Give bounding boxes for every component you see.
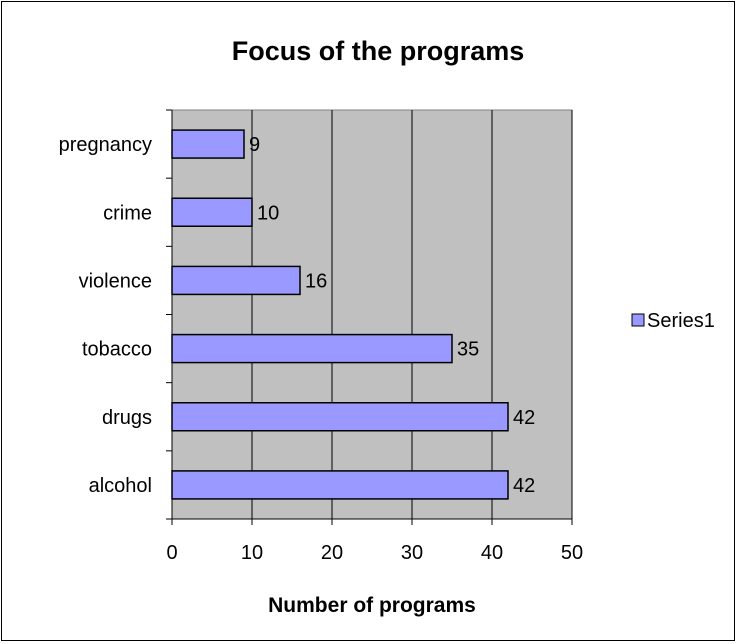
y-tick-label-alcohol: alcohol <box>89 475 152 497</box>
bar-tobacco <box>171 333 453 364</box>
data-label-pregnancy: 9 <box>249 134 260 156</box>
y-tick-label-violence: violence <box>79 270 152 292</box>
x-tick-label-0: 0 <box>166 542 177 564</box>
data-label-alcohol: 42 <box>513 475 535 497</box>
y-tick-label-drugs: drugs <box>102 407 152 429</box>
y-axis: alcohol drugs tobacco violence crime pregnanc… <box>59 109 173 520</box>
y-tick-label-pregnancy: pregnancy <box>59 134 152 156</box>
x-tick-label-50: 50 <box>561 542 583 564</box>
plot-area <box>171 109 573 520</box>
data-label-crime: 10 <box>257 202 279 224</box>
legend: Series1 <box>631 310 715 332</box>
data-labels: 42 42 35 16 10 9 <box>249 134 535 497</box>
bar-crime <box>171 197 253 227</box>
data-label-violence: 16 <box>305 270 327 292</box>
y-tick-label-tobacco: tobacco <box>82 339 152 361</box>
x-tick-label-40: 40 <box>481 542 503 564</box>
data-label-drugs: 42 <box>513 407 535 429</box>
x-axis: 0 10 20 30 40 50 <box>166 518 583 564</box>
bar-alcohol <box>171 470 509 500</box>
bar-violence <box>171 265 301 296</box>
x-tick-label-20: 20 <box>321 542 343 564</box>
data-label-tobacco: 35 <box>457 339 479 361</box>
legend-swatch <box>631 313 645 327</box>
y-tick-label-crime: crime <box>103 202 152 224</box>
legend-label: Series1 <box>647 310 715 332</box>
bar-pregnancy <box>171 129 245 159</box>
x-axis-title: Number of programs <box>268 594 476 617</box>
x-tick-label-30: 30 <box>401 542 423 564</box>
bar-drugs <box>171 402 509 432</box>
x-tick-label-10: 10 <box>241 542 263 564</box>
chart-title: Focus of the programs <box>232 36 525 66</box>
gridlines <box>251 110 573 519</box>
